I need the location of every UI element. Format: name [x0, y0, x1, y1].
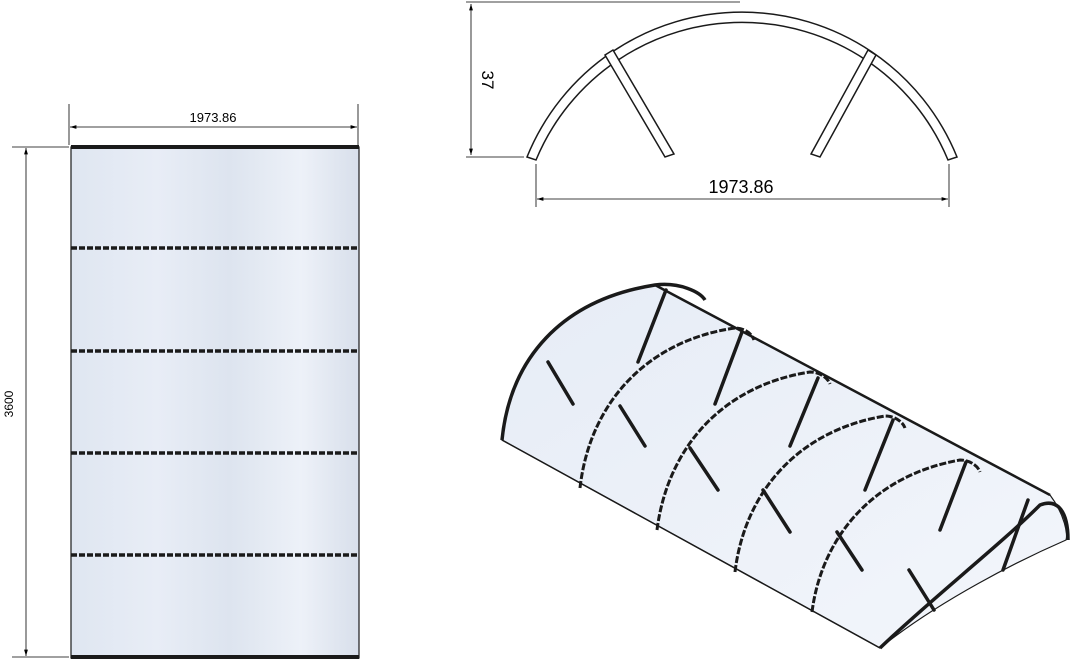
plan-width-dimension: 1973.86 — [68, 104, 359, 145]
plan-ribs — [71, 246, 359, 557]
front-width-label: 1973.86 — [708, 177, 773, 197]
iso-brace — [761, 488, 792, 534]
iso-bottom-edge — [501, 439, 881, 649]
iso-front-arch — [500, 282, 707, 441]
plan-length-label: 3600 — [2, 390, 16, 417]
plan-length-dimension: 3600 — [2, 146, 69, 658]
iso-rib — [810, 458, 982, 613]
iso-brace — [636, 288, 668, 364]
iso-rib — [578, 326, 756, 489]
iso-brace — [938, 460, 968, 532]
iso-brace — [688, 446, 720, 492]
iso-brace — [907, 568, 936, 612]
front-width-dimension: 1973.86 — [535, 164, 950, 207]
iso-brace — [618, 404, 647, 448]
top-view: 1973.86 3600 — [2, 104, 360, 659]
canopy-panel-plan — [70, 146, 360, 659]
iso-ribs — [578, 326, 982, 613]
plan-width-label: 1973.86 — [190, 110, 237, 125]
iso-brace — [546, 360, 575, 406]
right-brace — [809, 48, 877, 158]
iso-brace — [835, 530, 864, 572]
iso-brace — [1001, 498, 1030, 572]
front-height-label: 37 — [478, 71, 497, 90]
iso-brace — [788, 376, 820, 448]
isometric-view — [500, 282, 1070, 650]
iso-brace — [863, 418, 895, 492]
iso-ridge-edge — [654, 283, 1051, 497]
iso-rib — [655, 370, 832, 531]
arch-profile — [526, 11, 958, 161]
iso-brace — [713, 330, 744, 406]
left-brace — [603, 48, 676, 158]
front-view: 37 1973.86 — [466, 1, 958, 207]
iso-rear-arch — [878, 501, 1070, 650]
front-height-dimension: 37 — [466, 1, 740, 158]
iso-braces — [546, 288, 1030, 612]
iso-rib — [733, 414, 907, 573]
